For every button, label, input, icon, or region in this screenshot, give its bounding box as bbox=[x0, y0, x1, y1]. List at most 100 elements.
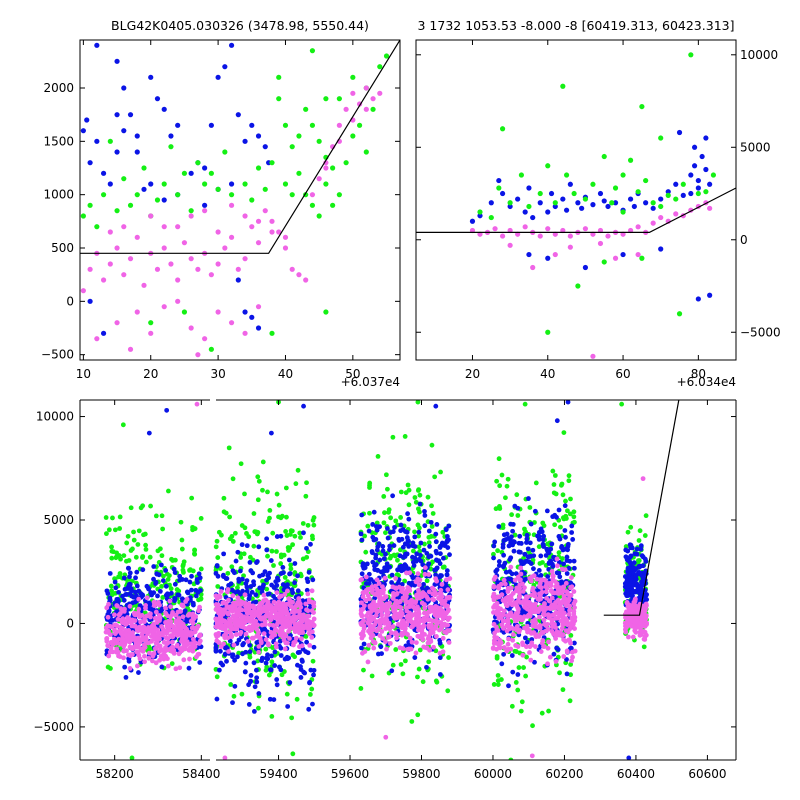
bottom-point-magenta bbox=[390, 624, 396, 629]
bottom-point-green bbox=[131, 537, 137, 543]
bottom-point-magenta bbox=[532, 609, 538, 615]
bottom-point-green bbox=[438, 469, 443, 475]
bottom-point-green bbox=[567, 511, 573, 517]
bottom-point-magenta bbox=[154, 620, 160, 625]
bottom-point-blue bbox=[375, 651, 381, 657]
bottom-point-magenta bbox=[447, 576, 453, 581]
bottom-point-magenta bbox=[398, 598, 403, 604]
bottom-point-blue bbox=[433, 572, 439, 578]
top-left-point-green bbox=[215, 186, 221, 192]
bottom-point-magenta bbox=[509, 596, 514, 602]
bottom-point-green bbox=[381, 494, 387, 499]
bottom-point-blue bbox=[153, 581, 158, 586]
top-left-point-green bbox=[208, 170, 214, 176]
top-left-point-magenta bbox=[343, 106, 349, 112]
bottom-point-green bbox=[169, 556, 174, 562]
bottom-point-magenta bbox=[132, 623, 137, 629]
bottom-point-green bbox=[226, 445, 232, 451]
bottom-point-blue bbox=[531, 566, 536, 572]
top-right-point-blue bbox=[688, 190, 694, 197]
top-left-point-magenta bbox=[127, 346, 134, 352]
bottom-point-magenta bbox=[294, 602, 300, 608]
top-right-point-green bbox=[590, 181, 596, 187]
bottom-point-green bbox=[406, 502, 412, 508]
bottom-point-magenta bbox=[496, 583, 502, 589]
bottom-point-magenta bbox=[213, 593, 219, 599]
top-left-y-tick-label: −500 bbox=[41, 348, 74, 362]
bottom-point-blue bbox=[127, 581, 133, 587]
bottom-point-green bbox=[117, 514, 123, 520]
bottom-point-blue bbox=[628, 542, 634, 548]
bottom-point-magenta bbox=[105, 614, 111, 620]
bottom-point-green bbox=[292, 570, 298, 575]
bottom-point-magenta bbox=[445, 603, 450, 609]
bottom-point-blue bbox=[532, 659, 537, 665]
bottom-point-blue bbox=[416, 529, 422, 535]
bottom-point-blue bbox=[506, 543, 512, 549]
top-left-point-green bbox=[228, 192, 235, 198]
bottom-point-blue bbox=[524, 532, 530, 538]
bottom-point-magenta bbox=[536, 597, 542, 603]
top-left-point-green bbox=[377, 64, 383, 70]
bottom-point-blue bbox=[253, 592, 259, 598]
bottom-point-magenta bbox=[371, 616, 376, 622]
bottom-point-magenta bbox=[145, 613, 151, 619]
bottom-point-magenta bbox=[190, 636, 196, 642]
bottom-point-blue bbox=[243, 660, 249, 666]
bottom-point-magenta bbox=[413, 599, 419, 604]
bottom-point-green bbox=[276, 514, 281, 520]
top-left-point-green bbox=[100, 192, 107, 198]
bottom-point-green bbox=[303, 493, 309, 499]
bottom-point-magenta bbox=[445, 622, 451, 628]
bottom-point-magenta bbox=[544, 585, 550, 591]
top-right-point-magenta bbox=[537, 233, 543, 239]
bottom-point-green bbox=[496, 456, 502, 462]
top-left-point-blue bbox=[228, 181, 235, 187]
bottom-point-magenta bbox=[282, 610, 288, 616]
bottom-point-magenta bbox=[126, 652, 131, 658]
top-left-point-blue bbox=[161, 106, 167, 112]
bottom-point-green bbox=[251, 511, 257, 516]
bottom-point-magenta bbox=[134, 644, 140, 649]
top-right-point-blue bbox=[695, 296, 701, 302]
bottom-point-green bbox=[298, 573, 304, 579]
bottom-point-magenta bbox=[565, 622, 570, 628]
top-right-point-magenta bbox=[552, 251, 558, 258]
top-right-y-tick-label: −5000 bbox=[740, 325, 781, 339]
bottom-point-magenta bbox=[434, 614, 440, 620]
bottom-point-magenta bbox=[282, 592, 288, 597]
bottom-point-blue bbox=[410, 543, 416, 549]
bottom-point-magenta bbox=[272, 605, 278, 610]
bottom-point-magenta bbox=[293, 635, 299, 641]
bottom-point-magenta bbox=[501, 612, 506, 618]
bottom-point-magenta bbox=[219, 618, 225, 624]
bottom-point-green bbox=[269, 548, 275, 554]
bottom-point-blue bbox=[538, 553, 544, 559]
bottom-point-magenta bbox=[124, 648, 129, 654]
bottom-point-magenta bbox=[408, 646, 414, 652]
bottom-point-blue bbox=[433, 403, 439, 409]
bottom-point-magenta bbox=[233, 632, 239, 637]
bottom-point-blue bbox=[125, 565, 131, 571]
bottom-point-blue bbox=[640, 563, 646, 569]
bottom-point-magenta bbox=[304, 621, 310, 627]
bottom-point-blue bbox=[236, 576, 242, 582]
top-left-point-blue bbox=[202, 202, 208, 208]
bottom-point-green bbox=[398, 489, 404, 495]
bottom-point-blue bbox=[564, 571, 570, 576]
bottom-point-magenta bbox=[113, 629, 119, 635]
bottom-point-blue bbox=[189, 573, 194, 579]
bottom-point-magenta bbox=[140, 649, 146, 654]
bottom-point-magenta bbox=[288, 604, 294, 610]
bottom-point-blue bbox=[129, 593, 135, 599]
bottom-point-green bbox=[533, 480, 539, 486]
top-right-point-green bbox=[507, 200, 513, 206]
bottom-point-magenta bbox=[156, 643, 162, 649]
bottom-point-green bbox=[390, 662, 396, 668]
bottom-point-blue bbox=[638, 546, 644, 552]
top-left-point-green bbox=[309, 48, 316, 54]
top-left-point-blue bbox=[94, 42, 100, 48]
bottom-point-magenta bbox=[155, 627, 160, 633]
bottom-point-blue bbox=[121, 597, 127, 603]
bottom-point-green bbox=[310, 517, 316, 523]
